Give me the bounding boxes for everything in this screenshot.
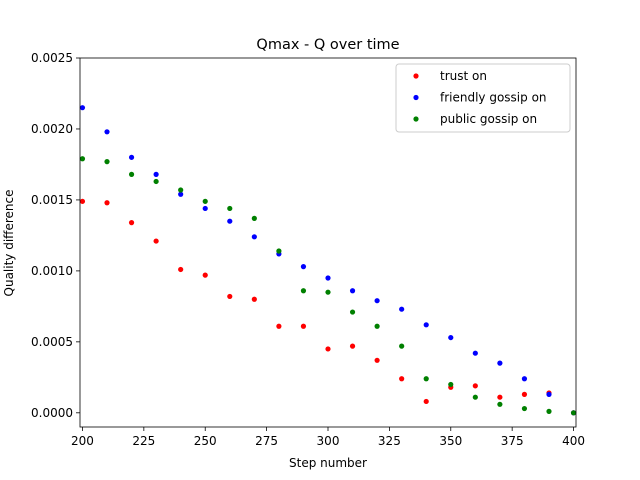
legend-marker-friendly-gossip-on — [413, 94, 419, 101]
x-tick-label: 300 — [317, 434, 340, 448]
y-tick-label: 0.0015 — [31, 193, 73, 207]
point-trust-on — [349, 343, 356, 349]
x-tick-label: 200 — [71, 434, 94, 448]
point-trust-on — [374, 357, 380, 363]
y-tick-label: 0.0020 — [31, 122, 73, 136]
point-public-gossip-on — [546, 408, 552, 414]
point-public-gossip-on — [325, 289, 331, 295]
point-friendly-gossip-on — [399, 306, 405, 312]
point-public-gossip-on — [178, 187, 184, 193]
x-tick-label: 400 — [562, 434, 585, 448]
point-trust-on — [472, 383, 478, 389]
point-public-gossip-on — [227, 205, 233, 212]
legend-marker-trust-on — [413, 73, 419, 79]
y-tick-label: 0.0025 — [31, 51, 73, 65]
point-trust-on — [521, 391, 528, 397]
point-public-gossip-on — [399, 343, 405, 349]
point-friendly-gossip-on — [227, 218, 233, 224]
point-friendly-gossip-on — [448, 334, 454, 341]
point-trust-on — [497, 394, 503, 400]
x-tick-label: 375 — [501, 434, 524, 448]
y-tick-label: 0.0010 — [31, 264, 73, 278]
point-public-gossip-on — [570, 410, 577, 416]
point-trust-on — [79, 198, 86, 204]
point-friendly-gossip-on — [497, 360, 503, 366]
legend-label-public-gossip-on: public gossip on — [440, 112, 537, 126]
point-friendly-gossip-on — [300, 264, 307, 270]
point-public-gossip-on — [497, 401, 503, 407]
point-friendly-gossip-on — [178, 191, 184, 197]
point-friendly-gossip-on — [546, 391, 552, 397]
point-trust-on — [276, 323, 282, 329]
legend-box — [395, 63, 571, 133]
point-trust-on — [227, 293, 233, 300]
point-friendly-gossip-on — [153, 171, 159, 177]
point-friendly-gossip-on — [128, 154, 135, 160]
point-friendly-gossip-on — [423, 322, 429, 328]
plot-area: 200 225 250 275 300 325 350 375 400 0.0000 0.0005 0… — [31, 51, 585, 448]
point-public-gossip-on — [300, 288, 307, 294]
point-trust-on — [153, 238, 159, 244]
point-public-gossip-on — [374, 323, 380, 329]
point-public-gossip-on — [153, 178, 159, 185]
point-friendly-gossip-on — [104, 129, 110, 135]
point-public-gossip-on — [472, 394, 478, 400]
x-axis-label: Step number — [289, 456, 367, 470]
point-friendly-gossip-on — [349, 288, 356, 294]
legend-label-trust-on: trust on — [440, 69, 487, 83]
point-trust-on — [178, 266, 184, 273]
point-public-gossip-on — [521, 405, 528, 412]
y-tick-label: 0.0005 — [31, 335, 73, 349]
point-friendly-gossip-on — [521, 376, 528, 382]
point-friendly-gossip-on — [472, 350, 478, 356]
point-public-gossip-on — [276, 248, 282, 254]
legend: trust on friendly gossip on public gossip … — [395, 63, 571, 133]
point-public-gossip-on — [79, 156, 86, 162]
point-friendly-gossip-on — [325, 275, 331, 281]
point-trust-on — [251, 296, 257, 302]
point-trust-on — [128, 220, 135, 226]
y-axis-label: Quality difference — [2, 190, 16, 297]
legend-label-friendly-gossip-on: friendly gossip on — [440, 91, 547, 105]
x-tick-label: 350 — [439, 434, 462, 448]
point-public-gossip-on — [202, 198, 208, 204]
x-tick-label: 325 — [378, 434, 401, 448]
point-public-gossip-on — [251, 215, 257, 221]
point-friendly-gossip-on — [79, 105, 86, 111]
point-trust-on — [423, 398, 429, 405]
axes-frame — [79, 57, 577, 428]
point-trust-on — [104, 200, 110, 206]
point-friendly-gossip-on — [374, 298, 380, 304]
y-tick-label: 0.0000 — [31, 406, 73, 420]
point-public-gossip-on — [423, 376, 429, 382]
point-trust-on — [202, 272, 208, 278]
point-friendly-gossip-on — [202, 205, 208, 212]
point-public-gossip-on — [104, 159, 110, 165]
legend-marker-public-gossip-on — [413, 116, 419, 122]
point-public-gossip-on — [448, 381, 454, 388]
point-public-gossip-on — [349, 309, 356, 315]
point-trust-on — [399, 376, 405, 382]
point-public-gossip-on — [128, 171, 135, 177]
point-trust-on — [300, 323, 307, 329]
x-tick-label: 250 — [194, 434, 217, 448]
x-tick-label: 275 — [255, 434, 278, 448]
point-trust-on — [325, 346, 331, 352]
chart-title: Qmax - Q over time — [256, 37, 399, 53]
x-tick-label: 225 — [132, 434, 155, 448]
point-friendly-gossip-on — [251, 234, 257, 240]
